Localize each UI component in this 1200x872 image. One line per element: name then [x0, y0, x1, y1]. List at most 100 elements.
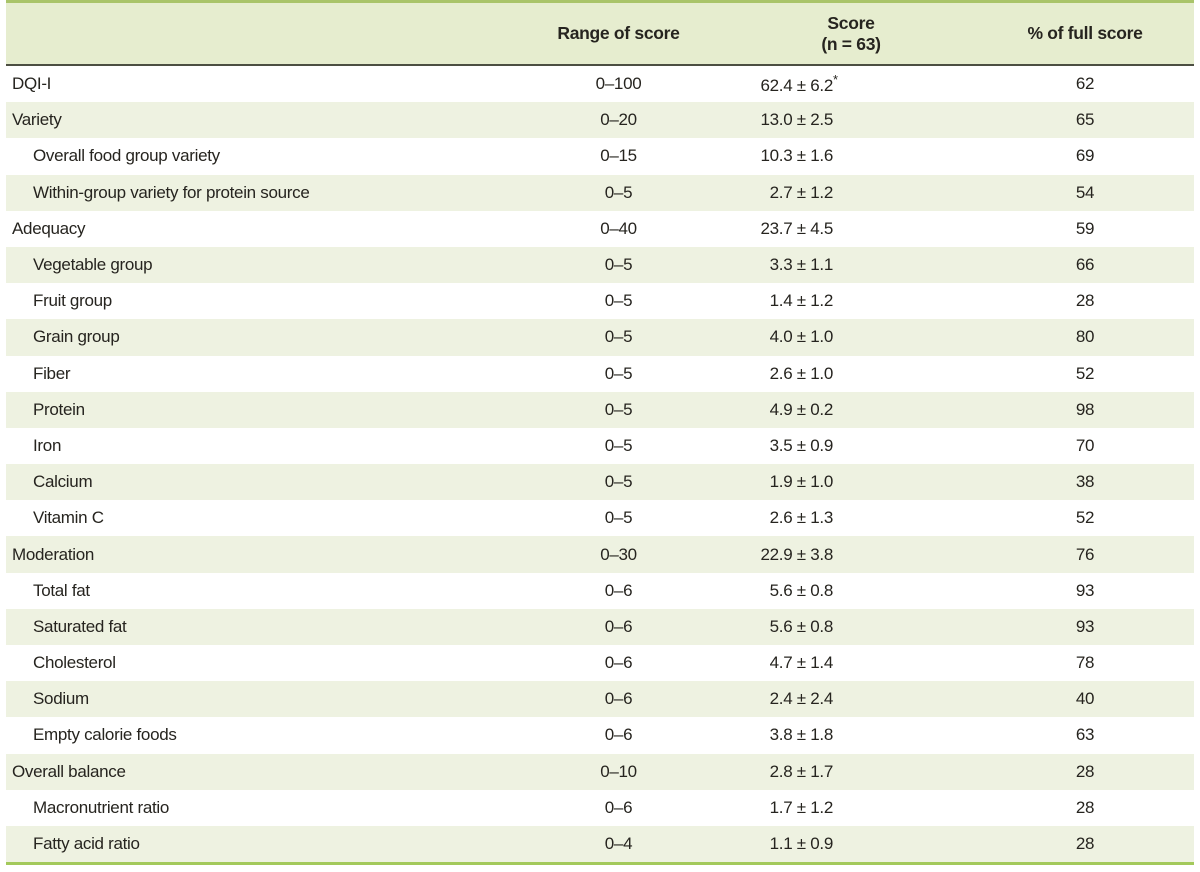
row-label: Overall food group variety	[33, 146, 220, 166]
score-value: 23.7 ± 4.5	[760, 218, 834, 238]
row-label: Fatty acid ratio	[6, 825, 511, 866]
row-percent-full-score: 76	[976, 536, 1194, 573]
row-percent-full-score: 93	[976, 608, 1194, 645]
score-value: 2.7 ± 1.2	[769, 182, 834, 202]
row-label: Within-group variety for protein source	[6, 174, 511, 211]
score-value: 13.0 ± 2.5	[760, 110, 834, 130]
row-label: Adequacy	[12, 218, 86, 238]
score-value: 10.3 ± 1.6	[760, 146, 834, 166]
column-header-percent-full-score: % of full score	[976, 0, 1194, 66]
dqi-score-table: Range of score Score (n = 63) % of full …	[6, 0, 1194, 866]
row-percent-full-score: 59	[1075, 218, 1095, 238]
column-header-score: Score (n = 63)	[726, 0, 976, 66]
row-range-of-score: 0–30	[511, 536, 726, 573]
row-percent-full-score: 28	[1075, 797, 1095, 817]
row-percent-full-score: 63	[1075, 725, 1095, 745]
row-label: Sodium	[6, 681, 511, 718]
row-percent-full-score: 66	[976, 246, 1194, 284]
row-range-of-score: 0–5	[604, 291, 633, 311]
score-value: 5.6 ± 0.8	[769, 616, 834, 636]
table-row: Fatty acid ratio 0–4 1.1 ± 0.9 28	[6, 825, 1194, 866]
row-score: 1.1 ± 0.9	[726, 825, 976, 866]
score-value: 2.4 ± 2.4	[769, 689, 834, 709]
table-row: Sodium 0–6 2.4 ± 2.4 40	[6, 681, 1194, 718]
row-score: 62.4 ± 6.2*	[760, 72, 839, 96]
row-label: Protein	[6, 391, 511, 428]
row-score: 2.6 ± 1.0	[726, 356, 976, 392]
row-range-of-score: 0–6	[604, 725, 633, 745]
row-range-of-score: 0–6	[604, 580, 633, 600]
row-range-of-score: 0–10	[511, 753, 726, 790]
table-row: Saturated fat 0–6 5.6 ± 0.8 93	[6, 608, 1194, 645]
row-score: 1.4 ± 1.2	[726, 283, 976, 319]
row-score: 13.0 ± 2.5	[726, 102, 976, 139]
row-score: 2.7 ± 1.2	[726, 174, 976, 211]
row-score: 2.4 ± 2.4	[726, 681, 976, 718]
table-row: DQI-I 0–100 62.4 ± 6.2* 62	[6, 65, 1194, 102]
row-percent-full-score: 65	[976, 102, 1194, 139]
row-percent-full-score: 70	[1075, 435, 1095, 455]
table-row: Fruit group 0–5 1.4 ± 1.2 28	[6, 283, 1194, 319]
table-row: Iron 0–5 3.5 ± 0.9 70	[6, 428, 1194, 464]
row-score: 3.8 ± 1.8	[726, 717, 976, 753]
row-score: 5.6 ± 0.8	[726, 608, 976, 645]
row-percent-full-score: 80	[976, 319, 1194, 356]
table-row: Total fat 0–6 5.6 ± 0.8 93	[6, 573, 1194, 609]
table-row: Within-group variety for protein source 0…	[6, 174, 1194, 211]
row-label: Cholesterol	[33, 653, 116, 673]
row-label: Fruit group	[33, 291, 112, 311]
row-label: Macronutrient ratio	[33, 797, 170, 817]
table-row: Fiber 0–5 2.6 ± 1.0 52	[6, 356, 1194, 392]
column-header-score-line2: (n = 63)	[821, 33, 881, 54]
row-range-of-score: 0–20	[511, 102, 726, 139]
table-row: Cholesterol 0–6 4.7 ± 1.4 78	[6, 645, 1194, 681]
column-header-score-line1: Score	[827, 12, 875, 33]
row-range-of-score: 0–100	[595, 74, 642, 94]
row-range-of-score: 0–5	[604, 435, 633, 455]
row-label: Vegetable group	[6, 246, 511, 284]
row-label: Iron	[33, 435, 62, 455]
row-label: Calcium	[6, 464, 511, 501]
row-label: Total fat	[33, 580, 90, 600]
row-range-of-score: 0–6	[604, 653, 633, 673]
row-range-of-score: 0–5	[604, 508, 633, 528]
row-score: 2.6 ± 1.3	[726, 500, 976, 536]
row-percent-full-score: 78	[1075, 653, 1095, 673]
column-header-range-of-score: Range of score	[511, 0, 726, 66]
row-label: Vitamin C	[33, 508, 104, 528]
row-range-of-score: 0–5	[511, 246, 726, 284]
score-value: 4.7 ± 1.4	[769, 653, 834, 673]
row-percent-full-score: 93	[1075, 580, 1095, 600]
table-row: Overall balance 0–10 2.8 ± 1.7 28	[6, 753, 1194, 790]
score-value: 3.3 ± 1.1	[769, 255, 834, 275]
row-label: Grain group	[6, 319, 511, 356]
row-percent-full-score: 28	[976, 825, 1194, 866]
row-range-of-score: 0–5	[604, 363, 633, 383]
score-value: 2.8 ± 1.7	[769, 761, 834, 781]
row-label: Variety	[6, 102, 511, 139]
row-range-of-score: 0–6	[511, 681, 726, 718]
row-label: Overall balance	[6, 753, 511, 790]
table-row: Empty calorie foods 0–6 3.8 ± 1.8 63	[6, 717, 1194, 753]
row-percent-full-score: 52	[1075, 508, 1095, 528]
score-value: 5.6 ± 0.8	[769, 580, 834, 600]
row-score: 1.7 ± 1.2	[726, 790, 976, 826]
table-row: Calcium 0–5 1.9 ± 1.0 38	[6, 464, 1194, 501]
table-row: Overall food group variety 0–15 10.3 ± 1.6…	[6, 138, 1194, 174]
row-score: 10.3 ± 1.6	[726, 138, 976, 174]
table-row: Moderation 0–30 22.9 ± 3.8 76	[6, 536, 1194, 573]
row-label: Saturated fat	[6, 608, 511, 645]
score-value: 2.6 ± 1.3	[769, 508, 834, 528]
table-row: Macronutrient ratio 0–6 1.7 ± 1.2 28	[6, 790, 1194, 826]
row-range-of-score: 0–6	[604, 797, 633, 817]
row-label: DQI-I	[12, 74, 52, 94]
table-row: Protein 0–5 4.9 ± 0.2 98	[6, 391, 1194, 428]
row-score: 5.6 ± 0.8	[726, 573, 976, 609]
header-row: Range of score Score (n = 63) % of full …	[6, 0, 1194, 66]
row-range-of-score: 0–6	[511, 608, 726, 645]
score-value: 1.7 ± 1.2	[769, 797, 834, 817]
score-value: 2.6 ± 1.0	[769, 363, 834, 383]
score-value: 3.5 ± 0.9	[769, 435, 834, 455]
row-score: 2.8 ± 1.7	[726, 753, 976, 790]
row-score: 4.9 ± 0.2	[726, 391, 976, 428]
